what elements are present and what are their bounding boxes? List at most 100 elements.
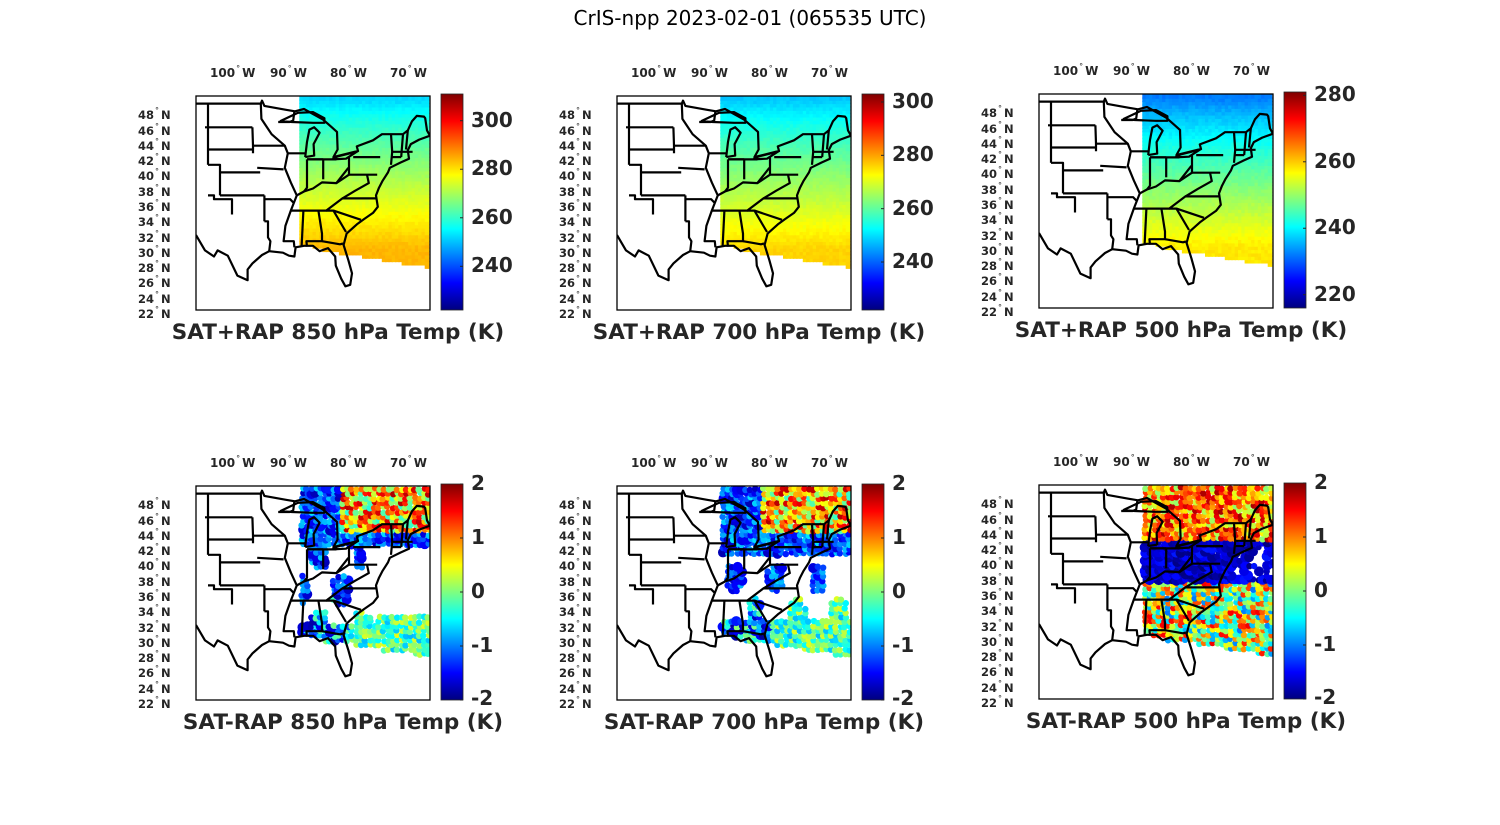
data-point [726, 190, 732, 195]
data-point [414, 176, 420, 182]
data-point [418, 133, 423, 138]
data-point [723, 220, 729, 226]
data-point [753, 163, 758, 168]
data-point [816, 234, 821, 239]
data-point [769, 230, 775, 236]
data-point [812, 180, 818, 185]
data-point [315, 240, 321, 246]
data-point [822, 146, 828, 152]
data-point [1155, 164, 1161, 170]
data-point [730, 116, 735, 121]
data-point [348, 250, 354, 256]
data-point [792, 190, 798, 195]
lat-hemisphere: N [582, 245, 592, 260]
data-point [753, 146, 758, 152]
data-point [381, 254, 387, 259]
data-point [302, 190, 308, 195]
data-point [1211, 198, 1217, 203]
data-point [358, 223, 364, 229]
data-point [375, 160, 380, 165]
data-point [398, 240, 403, 246]
data-point [391, 213, 397, 219]
data-point [799, 207, 805, 212]
data-point [842, 112, 847, 118]
data-point [391, 207, 397, 212]
data-point [1145, 188, 1151, 193]
data-point [355, 119, 360, 125]
data-point [832, 190, 838, 195]
data-point [789, 193, 795, 199]
data-point [348, 180, 354, 185]
data-point [776, 156, 781, 162]
data-point [746, 133, 752, 138]
data-point [799, 213, 805, 219]
data-point [1158, 221, 1164, 227]
data-point [329, 139, 334, 145]
data-point [362, 149, 367, 155]
data-point [329, 160, 334, 165]
data-point [309, 210, 314, 216]
data-point [342, 230, 347, 236]
data-point [378, 170, 384, 175]
data-point [723, 163, 729, 168]
data-point [414, 160, 420, 165]
data-point [1142, 215, 1147, 220]
data-point [1244, 252, 1250, 257]
data-point [802, 153, 808, 158]
data-point [424, 250, 430, 256]
data-point [395, 112, 400, 118]
data-point [776, 109, 781, 115]
data-point [1175, 184, 1180, 190]
data-point [829, 257, 834, 263]
data-point [1261, 221, 1266, 227]
data-point [802, 143, 808, 148]
data-point [335, 186, 341, 192]
data-point [1238, 174, 1243, 180]
data-point [763, 143, 768, 148]
data-point [342, 190, 347, 195]
data-point [746, 146, 752, 152]
data-point [845, 230, 851, 236]
data-point [783, 170, 788, 175]
data-point [1267, 195, 1273, 200]
data-point [345, 129, 351, 135]
data-point [338, 129, 344, 135]
data-point [812, 170, 818, 175]
data-point [381, 109, 387, 115]
data-point [1251, 245, 1256, 251]
data-point [806, 203, 811, 209]
data-point [1261, 208, 1266, 214]
data-point [395, 176, 400, 182]
data-point [395, 210, 400, 216]
data-point [362, 116, 367, 121]
data-point [365, 136, 370, 142]
data-point [1198, 178, 1203, 183]
data-point [720, 160, 725, 165]
data-point [408, 146, 413, 152]
data-point [1214, 218, 1220, 224]
data-point [1257, 238, 1263, 244]
data-point [1185, 188, 1190, 193]
data-point [398, 190, 403, 195]
data-point [1244, 201, 1250, 207]
data-point [1267, 255, 1273, 261]
data-point [825, 163, 831, 168]
data-point [1211, 164, 1217, 170]
data-point [1221, 221, 1227, 227]
data-point [809, 112, 814, 118]
data-point [401, 203, 407, 209]
state-boundaries [196, 99, 430, 288]
data-point [299, 200, 304, 205]
data-point [342, 173, 347, 179]
data-point [806, 217, 811, 222]
data-point [408, 203, 413, 209]
data-point [829, 260, 834, 266]
data-point [381, 190, 387, 195]
data-point [839, 133, 844, 138]
data-point [411, 244, 417, 249]
data-point [395, 160, 400, 165]
data-point [404, 160, 410, 165]
data-point [816, 136, 821, 142]
data-point [368, 186, 374, 192]
data-point [338, 237, 344, 242]
